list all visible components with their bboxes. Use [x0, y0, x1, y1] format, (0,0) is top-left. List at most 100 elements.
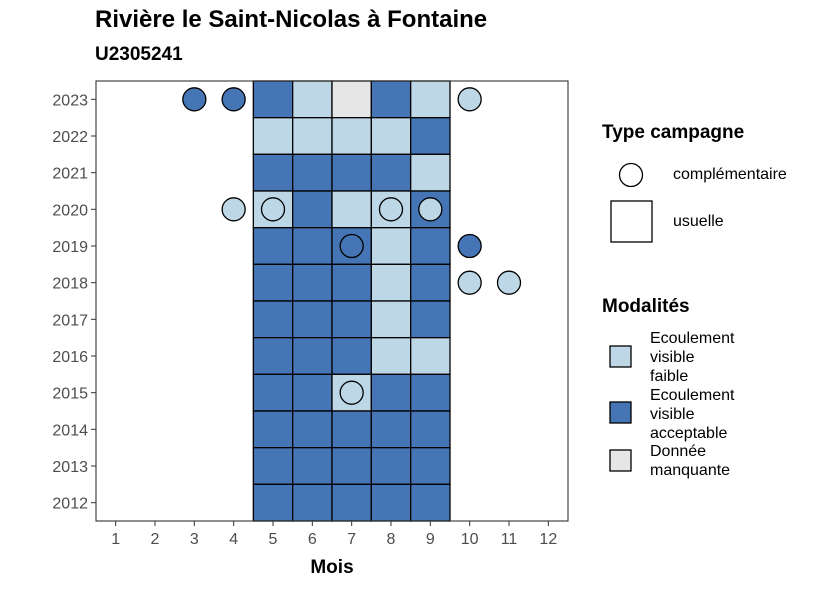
legend-label-faible: Ecoulement visible faible [650, 330, 735, 385]
heatmap-cell [292, 300, 333, 339]
x-tick-label: 7 [347, 531, 356, 548]
heatmap-cell [410, 337, 451, 375]
heatmap-cell [410, 80, 451, 119]
heatmap-cell [252, 483, 294, 522]
heatmap-cell [292, 190, 333, 229]
complementary-point [457, 270, 482, 295]
x-tick-label: 3 [190, 531, 199, 548]
heatmap-cell [410, 410, 451, 449]
complementary-point [182, 87, 207, 112]
heatmap-cell [370, 263, 412, 302]
heatmap-cell [331, 117, 372, 155]
complementary-point [260, 197, 286, 222]
legend-modalites-title: Modalités [602, 296, 690, 317]
plot-panel-border [95, 80, 569, 522]
heatmap-cell [252, 153, 294, 192]
heatmap-cell [410, 227, 451, 265]
heatmap-cell [370, 117, 412, 155]
y-tick-label: 2021 [52, 166, 88, 183]
heatmap-cell [370, 80, 412, 119]
heatmap-cell [252, 80, 294, 119]
x-tick-label: 2 [151, 531, 160, 548]
chart-subtitle: U2305241 [95, 44, 183, 65]
legend-type-title: Type campagne [602, 122, 745, 143]
heatmap-cell [370, 300, 412, 339]
y-tick-label: 2014 [52, 422, 88, 439]
x-tick-label: 10 [461, 531, 479, 548]
heatmap-cell [370, 447, 412, 485]
heatmap-cell [292, 263, 333, 302]
complementary-point [339, 380, 364, 405]
heatmap-cell [292, 153, 333, 192]
heatmap-cell [252, 337, 294, 375]
heatmap-cell [292, 117, 333, 155]
legend-circle-icon [618, 162, 644, 188]
legend-key-faible [609, 345, 632, 368]
complementary-point [496, 270, 522, 295]
heatmap-cell [292, 80, 333, 119]
heatmap-cell [370, 373, 412, 412]
complementary-point [221, 87, 246, 112]
complementary-point [339, 233, 364, 259]
y-tick-label: 2018 [52, 276, 88, 293]
heatmap-cell [370, 337, 412, 375]
heatmap-cell [252, 300, 294, 339]
complementary-point [378, 197, 404, 222]
complementary-point [221, 197, 246, 222]
heatmap-cell [252, 117, 294, 155]
y-tick-label: 2017 [52, 312, 88, 329]
heatmap-cell [410, 483, 451, 522]
x-tick-label: 12 [539, 531, 557, 548]
heatmap-cell [410, 300, 451, 339]
heatmap-cell [292, 227, 333, 265]
x-tick-label: 1 [111, 531, 120, 548]
complementary-point [457, 87, 482, 112]
y-tick-label: 2016 [52, 349, 88, 366]
heatmap-cell [331, 153, 372, 192]
x-tick-label: 8 [387, 531, 396, 548]
x-tick-label: 6 [308, 531, 317, 548]
heatmap-cell [292, 373, 333, 412]
y-tick-label: 2023 [52, 92, 88, 109]
heatmap-cell [410, 153, 451, 192]
y-tick-label: 2020 [52, 202, 88, 219]
legend-key-manquante [609, 449, 632, 472]
heatmap-cell [331, 190, 372, 229]
y-tick-label: 2019 [52, 239, 88, 256]
heatmap-cell [410, 117, 451, 155]
heatmap-cell [331, 337, 372, 375]
heatmap-cell [370, 153, 412, 192]
heatmap-cell [292, 483, 333, 522]
x-tick-label: 5 [269, 531, 278, 548]
chart-title: Rivière le Saint-Nicolas à Fontaine [95, 6, 488, 33]
legend-key-acceptable [609, 401, 632, 424]
heatmap-cell [252, 263, 294, 302]
heatmap-cell [370, 410, 412, 449]
y-tick-label: 2022 [52, 129, 88, 146]
legend-label-acceptable: Ecoulement visible acceptable [650, 387, 735, 442]
heatmap-cell [331, 410, 372, 449]
complementary-point [457, 233, 482, 259]
heatmap-cell [331, 483, 372, 522]
legend-label-complementaire: complémentaire [673, 166, 787, 183]
legend-label-usuelle: usuelle [673, 213, 724, 230]
heatmap-cell [292, 447, 333, 485]
complementary-point [418, 197, 443, 222]
heatmap-cell [370, 227, 412, 265]
heatmap-cell [331, 263, 372, 302]
y-tick-label: 2013 [52, 459, 88, 476]
heatmap-cell [410, 447, 451, 485]
heatmap-cell [331, 447, 372, 485]
heatmap-cell [370, 483, 412, 522]
y-tick-label: 2015 [52, 386, 88, 403]
heatmap-cell [252, 227, 294, 265]
heatmap-cell [331, 300, 372, 339]
x-tick-label: 11 [501, 531, 518, 548]
heatmap-cell [292, 337, 333, 375]
heatmap-cell [410, 263, 451, 302]
legend-label-manquante: Donnée manquante [650, 443, 731, 479]
heatmap-cell [410, 373, 451, 412]
heatmap-cell [252, 373, 294, 412]
heatmap-cell [252, 447, 294, 485]
